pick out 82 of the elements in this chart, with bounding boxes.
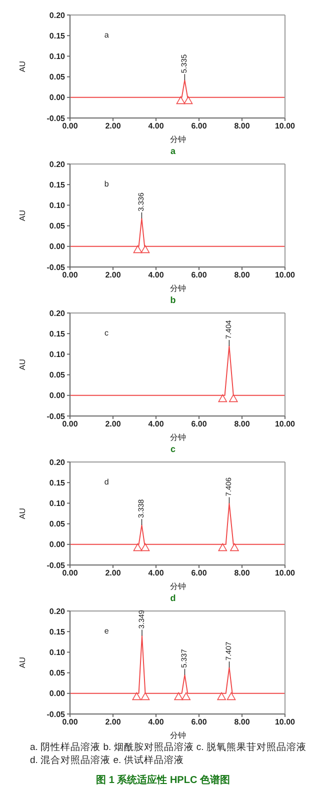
x-axis-title: 分钟 — [169, 283, 187, 294]
text: a — [104, 30, 110, 40]
x-tick-label: 0.00 — [62, 718, 78, 727]
text: b — [169, 294, 177, 306]
x-tick-label: 4.00 — [148, 420, 164, 429]
x-tick-label: 2.00 — [105, 420, 122, 429]
text: d — [169, 592, 177, 604]
y-tick-label: 0.00 — [49, 93, 66, 102]
y-tick-label: 0.05 — [49, 72, 66, 82]
y-tick-label: 0.10 — [49, 201, 66, 210]
x-axis-title: 分钟 — [169, 432, 187, 443]
y-tick-label: -0.05 — [46, 412, 66, 421]
y-axis-title: AU — [18, 60, 27, 72]
y-tick-label: 0.20 — [49, 308, 66, 318]
x-tick-label: 0.00 — [62, 420, 78, 429]
y-tick-label: 0.20 — [49, 606, 66, 616]
y-tick-label: 0.10 — [49, 52, 66, 62]
x-tick-label: 4.00 — [148, 718, 164, 727]
y-axis-title: AU — [18, 210, 27, 222]
caption: 图 1 系统适应性 HPLC 色谱图 — [95, 773, 231, 787]
y-tick-label: 0.15 — [49, 329, 66, 338]
y-tick-label: 0.15 — [49, 478, 66, 488]
text: e — [104, 626, 110, 636]
y-tick-label: -0.05 — [46, 114, 66, 123]
x-tick-label: 8.00 — [234, 270, 250, 280]
y-tick-label: 0.20 — [49, 10, 66, 20]
y-tick-label: -0.05 — [46, 560, 66, 570]
y-axis-title: AU — [18, 508, 27, 520]
x-tick-label: 0.00 — [62, 270, 78, 280]
x-tick-label: 2.00 — [105, 568, 122, 578]
x-tick-label: 6.00 — [191, 122, 208, 131]
x-tick-label: 6.00 — [191, 270, 208, 280]
y-tick-label: 0.20 — [49, 160, 66, 169]
x-tick-label: 10.00 — [274, 568, 296, 578]
y-tick-label: 0.00 — [49, 391, 66, 400]
y-tick-label: 0.05 — [49, 370, 66, 380]
x-axis-title: 分钟 — [169, 134, 187, 145]
x-tick-label: 6.00 — [191, 420, 208, 429]
y-axis-title: AU — [18, 656, 27, 668]
x-tick-label: 0.00 — [62, 568, 78, 578]
y-tick-label: 0.05 — [49, 520, 66, 529]
x-tick-label: 10.00 — [274, 270, 296, 280]
text: d. 混合对照品溶液 e. 供试样品溶液 — [30, 754, 185, 767]
text: d — [104, 478, 109, 487]
x-tick-label: 8.00 — [234, 718, 250, 727]
text: c — [169, 443, 176, 455]
y-tick-label: 0.05 — [49, 222, 66, 231]
text: a. 阴性样品溶液 b. 烟酰胺对照品溶液 c. 脱氧熊果苷对照品溶液 — [30, 741, 308, 754]
x-tick-label: 8.00 — [234, 568, 250, 578]
y-axis-title: AU — [18, 358, 27, 370]
y-tick-label: 0.20 — [49, 458, 66, 467]
y-tick-label: -0.05 — [46, 710, 66, 719]
x-tick-label: 6.00 — [191, 718, 208, 727]
x-tick-label: 10.00 — [274, 718, 296, 727]
y-tick-label: 0.00 — [49, 689, 66, 698]
y-tick-label: 0.15 — [49, 31, 66, 40]
y-tick-label: 0.05 — [49, 668, 66, 678]
x-tick-label: 10.00 — [274, 420, 296, 429]
text: c — [104, 328, 109, 338]
y-tick-label: 0.15 — [49, 180, 66, 190]
x-tick-label: 2.00 — [105, 122, 122, 131]
text: b — [104, 180, 110, 189]
x-axis-title: 分钟 — [169, 581, 187, 592]
y-tick-label: -0.05 — [46, 262, 66, 272]
text: a — [169, 145, 176, 157]
y-tick-label: 0.00 — [49, 242, 66, 252]
y-tick-label: 0.10 — [49, 499, 66, 508]
x-axis-title: 分钟 — [169, 730, 187, 741]
x-tick-label: 0.00 — [62, 122, 78, 131]
x-tick-label: 2.00 — [105, 718, 122, 727]
y-tick-label: 0.00 — [49, 540, 66, 550]
y-tick-label: 0.10 — [49, 350, 66, 360]
x-tick-label: 10.00 — [274, 122, 296, 131]
x-tick-label: 8.00 — [234, 420, 250, 429]
x-tick-label: 4.00 — [148, 270, 164, 280]
x-tick-label: 2.00 — [105, 270, 122, 280]
x-tick-label: 4.00 — [148, 568, 164, 578]
x-tick-label: 6.00 — [191, 568, 208, 578]
y-tick-label: 0.15 — [49, 627, 66, 636]
x-tick-label: 4.00 — [148, 122, 164, 131]
x-tick-label: 8.00 — [234, 122, 250, 131]
y-tick-label: 0.10 — [49, 648, 66, 658]
